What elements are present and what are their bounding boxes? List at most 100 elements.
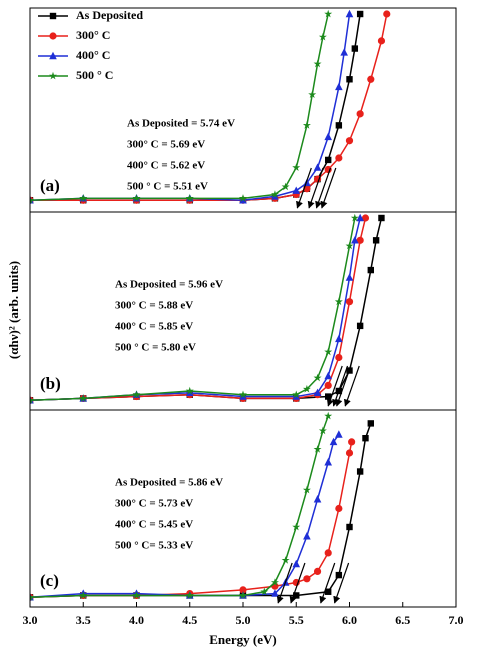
band-gap-arrow <box>332 365 349 407</box>
marker-square <box>346 76 353 83</box>
marker-square <box>372 237 380 244</box>
marker-star <box>30 196 34 204</box>
marker-circle <box>324 165 332 174</box>
panel-frame <box>29 409 457 608</box>
marker-circle <box>335 154 343 162</box>
marker-star <box>324 347 333 356</box>
band-gap-arrow <box>326 365 343 407</box>
marker-triangle <box>356 213 364 222</box>
plot-area <box>30 9 391 204</box>
marker-star <box>324 9 333 18</box>
x-tick-label: 6.0 <box>342 613 357 627</box>
marker-circle <box>377 37 386 45</box>
marker-star <box>185 386 194 395</box>
marker-circle <box>356 110 364 118</box>
marker-square <box>325 393 332 400</box>
band-gap-arrow <box>289 562 306 604</box>
band-gap-arrow <box>343 365 360 407</box>
x-tick-label: 4.0 <box>129 613 144 627</box>
marker-square <box>367 266 374 274</box>
marker-star <box>185 194 194 202</box>
marker-triangle <box>313 163 322 171</box>
marker-star <box>132 390 141 399</box>
marker-star <box>292 522 301 531</box>
marker-star <box>132 591 141 599</box>
marker-circle <box>303 575 311 583</box>
marker-square <box>293 592 300 599</box>
marker-circle <box>313 567 322 576</box>
marker-triangle <box>335 430 343 438</box>
marker-triangle <box>340 48 348 56</box>
legend-label: 300° C <box>76 28 110 42</box>
series-line <box>30 217 356 402</box>
marker-square <box>378 214 385 222</box>
annotation: As Deposited = 5.96 eV <box>115 279 223 291</box>
x-tick-label: 3.0 <box>23 613 38 627</box>
band-gap-arrow <box>296 167 312 209</box>
marker-square <box>356 10 364 18</box>
marker-star <box>49 71 57 80</box>
marker-square <box>356 322 364 330</box>
marker-star <box>292 163 301 171</box>
marker-star <box>345 241 354 250</box>
marker-star <box>281 556 290 564</box>
x-tick-label: 5.0 <box>236 613 251 627</box>
x-tick-label: 6.5 <box>395 613 410 627</box>
marker-circle <box>324 381 332 389</box>
marker-triangle <box>335 82 343 91</box>
series-line <box>30 217 367 402</box>
marker-triangle <box>345 273 354 281</box>
plot-area <box>30 411 374 601</box>
annotation: As Deposited = 5.74 eV <box>127 118 235 130</box>
panel-frame <box>29 211 457 411</box>
band-gap-arrow <box>276 562 293 604</box>
annotation: 400° C = 5.45 eV <box>115 519 193 531</box>
marker-star <box>302 384 311 393</box>
marker-star <box>79 194 88 202</box>
annotation: 500 ° C = 5.51 eV <box>127 181 208 193</box>
marker-circle <box>324 549 332 557</box>
marker-circle <box>49 32 57 40</box>
marker-square <box>362 435 369 442</box>
marker-star <box>281 182 290 191</box>
marker-square <box>325 156 332 164</box>
marker-triangle <box>324 371 332 380</box>
panel-label: (b) <box>40 374 61 393</box>
marker-star <box>313 59 322 68</box>
marker-triangle <box>49 51 57 60</box>
marker-circle <box>335 504 343 513</box>
x-tick-label: 7.0 <box>449 613 464 627</box>
marker-star <box>308 90 317 99</box>
x-axis-label: Energy (eV) <box>209 632 277 647</box>
marker-circle <box>335 353 343 362</box>
marker-circle <box>361 214 370 222</box>
marker-triangle <box>329 437 338 446</box>
marker-circle <box>367 75 375 83</box>
marker-star <box>260 587 269 596</box>
annotation: 300° C = 5.73 eV <box>115 498 193 510</box>
marker-triangle <box>324 458 332 466</box>
marker-circle <box>239 586 247 594</box>
band-gap-arrow <box>319 562 336 604</box>
annotation: 300° C = 5.88 eV <box>115 300 193 312</box>
marker-circle <box>345 449 354 457</box>
marker-star <box>270 578 279 586</box>
marker-triangle <box>292 559 301 568</box>
x-tick-label: 4.5 <box>182 613 197 627</box>
legend-label: As Deposited <box>76 8 143 22</box>
marker-star <box>239 591 247 599</box>
series-line <box>30 13 329 201</box>
annotation: 500 ° C = 5.80 eV <box>115 342 196 354</box>
annotation: 400° C = 5.85 eV <box>115 321 193 333</box>
marker-star <box>350 213 359 222</box>
series-line <box>30 217 361 402</box>
x-tick-label: 3.5 <box>76 613 91 627</box>
x-tick-label: 5.5 <box>289 613 304 627</box>
marker-triangle <box>351 236 359 244</box>
marker-star <box>324 411 333 420</box>
marker-star <box>302 121 311 129</box>
marker-star <box>239 390 247 399</box>
panel-label: (c) <box>40 571 59 590</box>
annotation: 400° C = 5.62 eV <box>127 160 205 172</box>
